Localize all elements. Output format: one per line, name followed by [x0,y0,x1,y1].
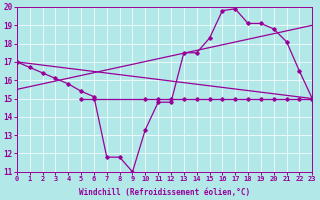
X-axis label: Windchill (Refroidissement éolien,°C): Windchill (Refroidissement éolien,°C) [79,188,250,197]
